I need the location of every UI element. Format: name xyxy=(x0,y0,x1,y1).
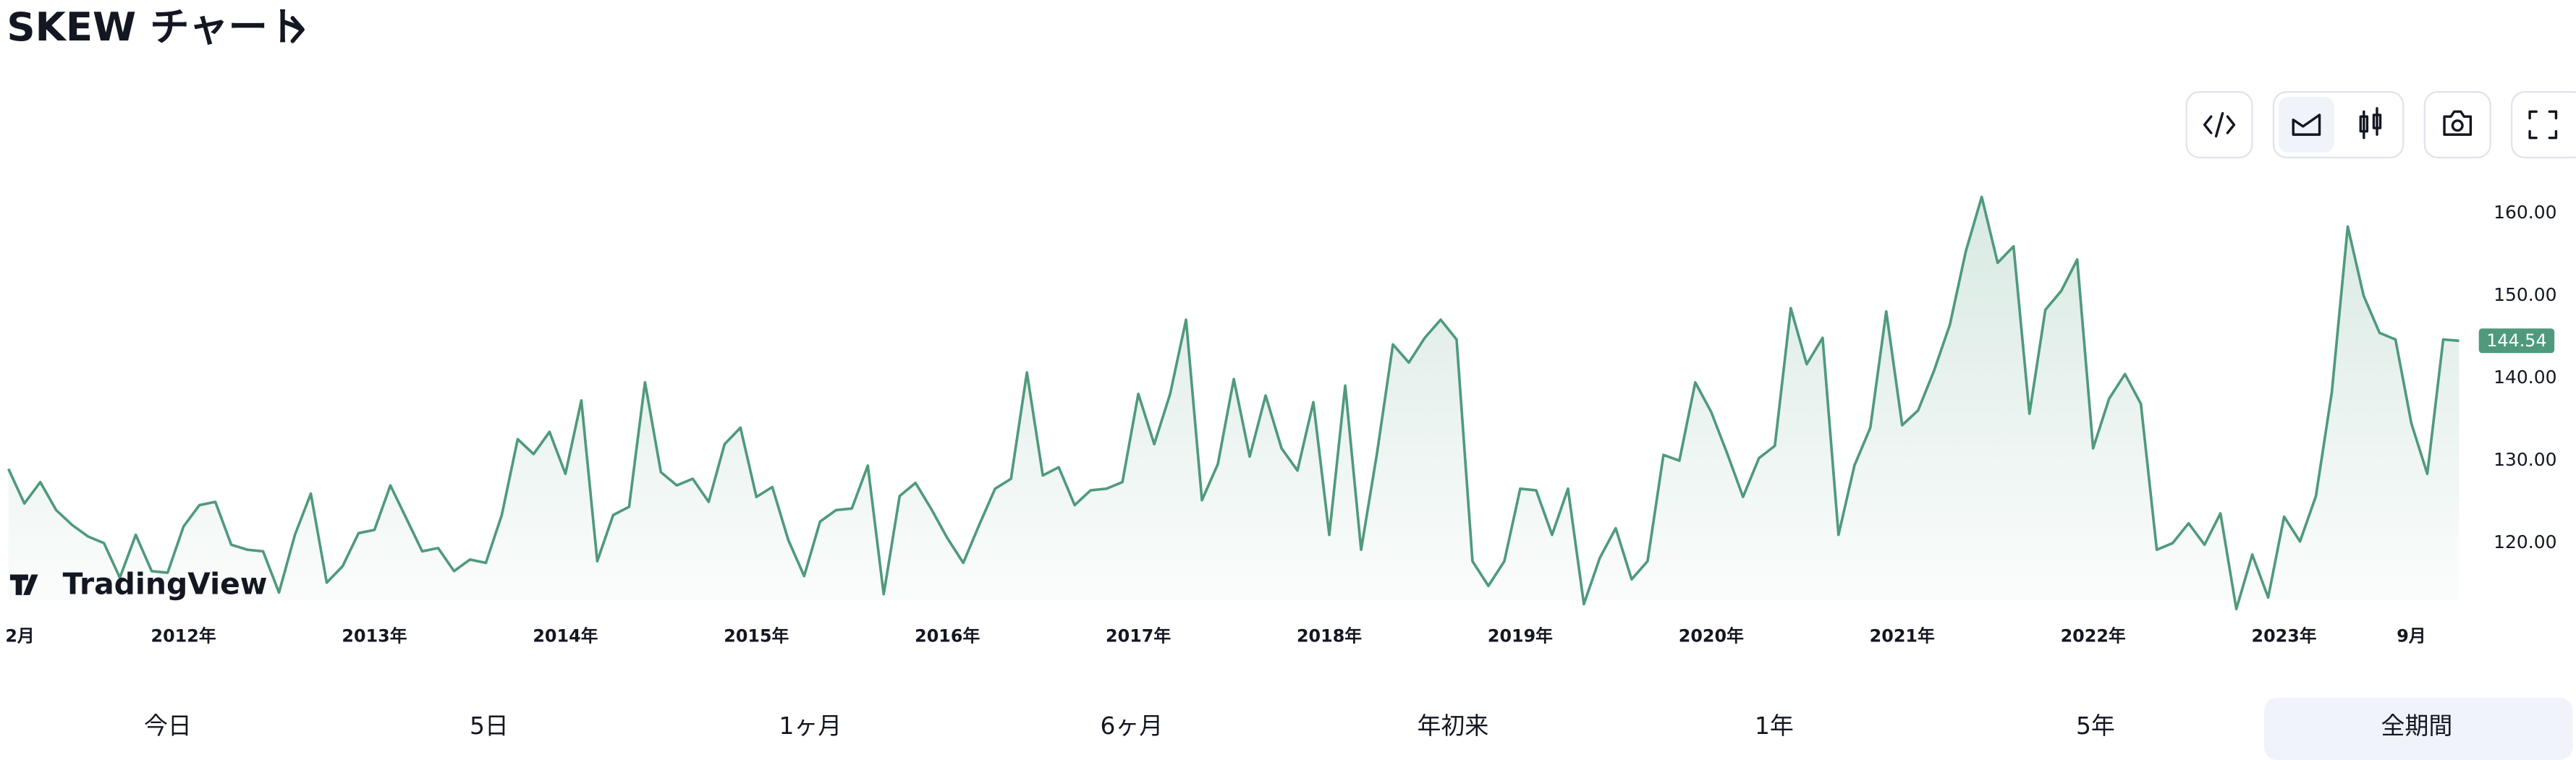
candle-style-button[interactable] xyxy=(2342,97,2398,153)
x-tick-label: 2023年 xyxy=(2252,625,2317,646)
candle-icon xyxy=(2359,107,2382,140)
embed-icon xyxy=(2203,111,2236,138)
tv-logo-mark xyxy=(9,574,38,595)
x-tick-label: 2017年 xyxy=(1106,625,1171,646)
toolbar xyxy=(2185,90,2576,159)
x-tick-label: 2012年 xyxy=(151,625,216,646)
range-tab[interactable]: 今日 xyxy=(144,712,192,740)
area xyxy=(8,197,2460,610)
range-tabs: 今日 5日 1ヶ月 6ヶ月 年初来 1年 5年 全期間 xyxy=(144,697,2573,760)
range-tab[interactable]: 1ヶ月 xyxy=(779,712,842,740)
x-tick-label: 2015年 xyxy=(724,625,789,646)
snapshot-button[interactable] xyxy=(2423,90,2491,159)
x-tick-label: 2022年 xyxy=(2061,625,2126,646)
y-tick-label: 150.00 xyxy=(2494,284,2556,305)
branding: TradingView xyxy=(9,566,268,601)
x-tick-label: 2013年 xyxy=(342,625,407,646)
y-tick-label: 160.00 xyxy=(2494,202,2556,223)
tv-logo-text: TradingView xyxy=(63,566,268,601)
title-chevron xyxy=(290,16,305,43)
y-tick-label: 140.00 xyxy=(2494,367,2556,388)
range-tab[interactable]: 5日 xyxy=(470,712,509,740)
fullscreen-icon xyxy=(2528,110,2558,140)
fullscreen-button[interactable] xyxy=(2511,90,2576,159)
y-tick-label: 120.00 xyxy=(2494,531,2556,552)
camera-icon xyxy=(2443,110,2473,136)
price-line xyxy=(7,195,2460,611)
page-title: SKEW チャート xyxy=(7,4,307,50)
x-tick-label: 2018年 xyxy=(1297,625,1362,646)
last-price-label: 144.54 xyxy=(2486,330,2546,351)
x-tick-label: 2016年 xyxy=(915,625,980,646)
x-tick-label: 2019年 xyxy=(1488,625,1553,646)
camera-lens xyxy=(2451,119,2464,132)
x-tick-label: 2021年 xyxy=(1870,625,1935,646)
area-icon xyxy=(2292,114,2321,136)
x-tick-label: 2020年 xyxy=(1679,625,1744,646)
active-tab-bg xyxy=(2263,697,2573,760)
range-tab[interactable]: 1年 xyxy=(1755,712,1794,740)
range-tab[interactable]: 年初来 xyxy=(1418,712,1489,740)
plot: 120.00 130.00 140.00 150.00 160.00 2月 2012年 201… xyxy=(5,195,2556,646)
x-tick-label: 2014年 xyxy=(533,625,598,646)
x-tick-label: 2月 xyxy=(5,625,34,646)
y-tick-label: 130.00 xyxy=(2494,449,2556,470)
x-tick-label: 9月 xyxy=(2397,625,2425,646)
range-tab[interactable]: 5年 xyxy=(2076,712,2115,740)
range-tab[interactable]: 6ヶ月 xyxy=(1101,712,1164,740)
range-tab[interactable]: 全期間 xyxy=(2381,712,2453,740)
last-price-badge xyxy=(2478,328,2555,354)
